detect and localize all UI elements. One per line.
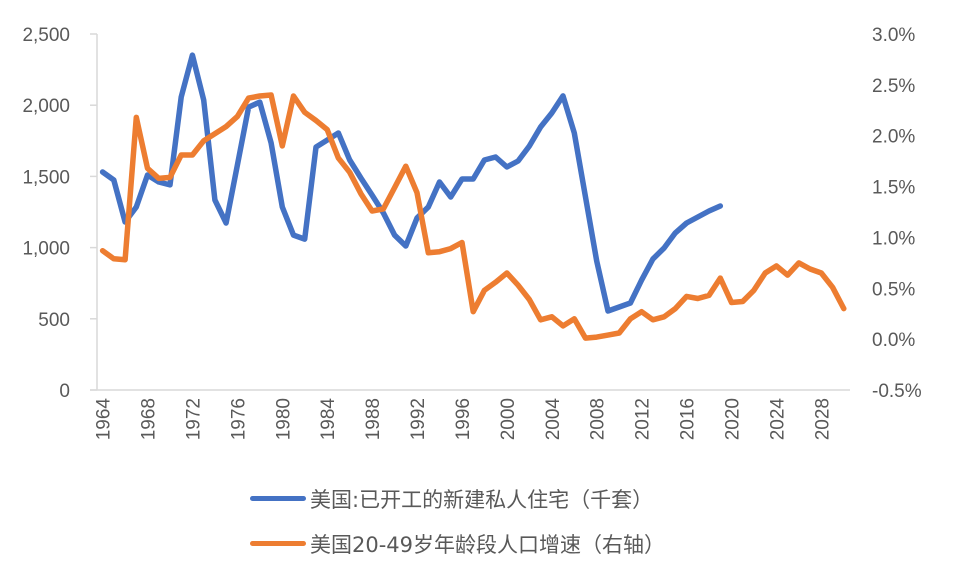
x-tick-label: 2020 [722, 398, 743, 440]
x-tick-label: 2000 [498, 398, 519, 440]
right-y-tick-label: 0.0% [872, 330, 915, 351]
left-y-tick-label: 1,500 [22, 167, 70, 188]
left-y-tick-label: 500 [38, 310, 70, 331]
legend-item-population-growth: 美国20-49岁年龄段人口增速（右轴） [250, 521, 665, 566]
legend-item-housing-starts: 美国:已开工的新建私人住宅（千套） [250, 476, 665, 521]
x-tick-label: 2024 [767, 398, 788, 441]
left-y-tick-label: 2,000 [22, 96, 70, 117]
x-tick-label: 1980 [273, 398, 294, 440]
left-y-ticks: 0 500 1,000 1,500 2,000 2,500 [22, 25, 97, 402]
x-tick-label: 1972 [183, 398, 204, 440]
x-tick-label: 2028 [812, 398, 833, 440]
right-y-ticks: -0.5% 0.0% 0.5% 1.0% 1.5% 2.0% 2.5% 3.0% [872, 25, 922, 402]
legend: 美国:已开工的新建私人住宅（千套） 美国20-49岁年龄段人口增速（右轴） [250, 476, 665, 566]
legend-swatch-blue [250, 496, 306, 501]
right-y-tick-label: 2.5% [872, 76, 915, 97]
right-y-tick-label: -0.5% [872, 381, 922, 402]
x-tick-label: 1996 [453, 398, 474, 440]
x-tick-label: 1976 [228, 398, 249, 440]
right-y-tick-label: 2.0% [872, 127, 915, 148]
x-tick-label: 1988 [363, 398, 384, 440]
x-tick-label: 1964 [94, 398, 115, 441]
left-y-tick-label: 2,500 [22, 25, 70, 46]
x-tick-label: 2008 [588, 398, 609, 440]
series-layer [99, 52, 847, 341]
axes [90, 34, 850, 391]
dual-axis-line-chart: 0 500 1,000 1,500 2,000 2,500 -0.5% 0.0% 0.5% 1.… [22, 25, 922, 441]
legend-swatch-orange [250, 541, 306, 546]
legend-label-population-growth: 美国20-49岁年龄段人口增速（右轴） [310, 532, 666, 557]
right-y-tick-label: 0.5% [872, 279, 915, 300]
right-y-tick-label: 1.5% [872, 178, 915, 199]
x-ticks: 1964 1968 1972 1976 1980 1984 1988 1992 1996 2000… [94, 398, 834, 441]
legend-label-housing-starts: 美国:已开工的新建私人住宅（千套） [310, 487, 654, 512]
x-tick-label: 2016 [678, 398, 699, 440]
x-tick-label: 2012 [633, 398, 654, 440]
right-y-tick-label: 1.0% [872, 228, 915, 249]
x-tick-label: 1992 [408, 398, 429, 440]
left-y-tick-label: 0 [59, 381, 70, 402]
x-tick-label: 1968 [139, 398, 160, 440]
right-y-tick-label: 3.0% [872, 25, 915, 46]
x-tick-label: 1984 [318, 398, 339, 441]
left-y-tick-label: 1,000 [22, 239, 70, 260]
x-tick-label: 2004 [543, 398, 564, 441]
series-line-housing-starts [99, 52, 724, 314]
series-line-population-growth [99, 92, 847, 341]
